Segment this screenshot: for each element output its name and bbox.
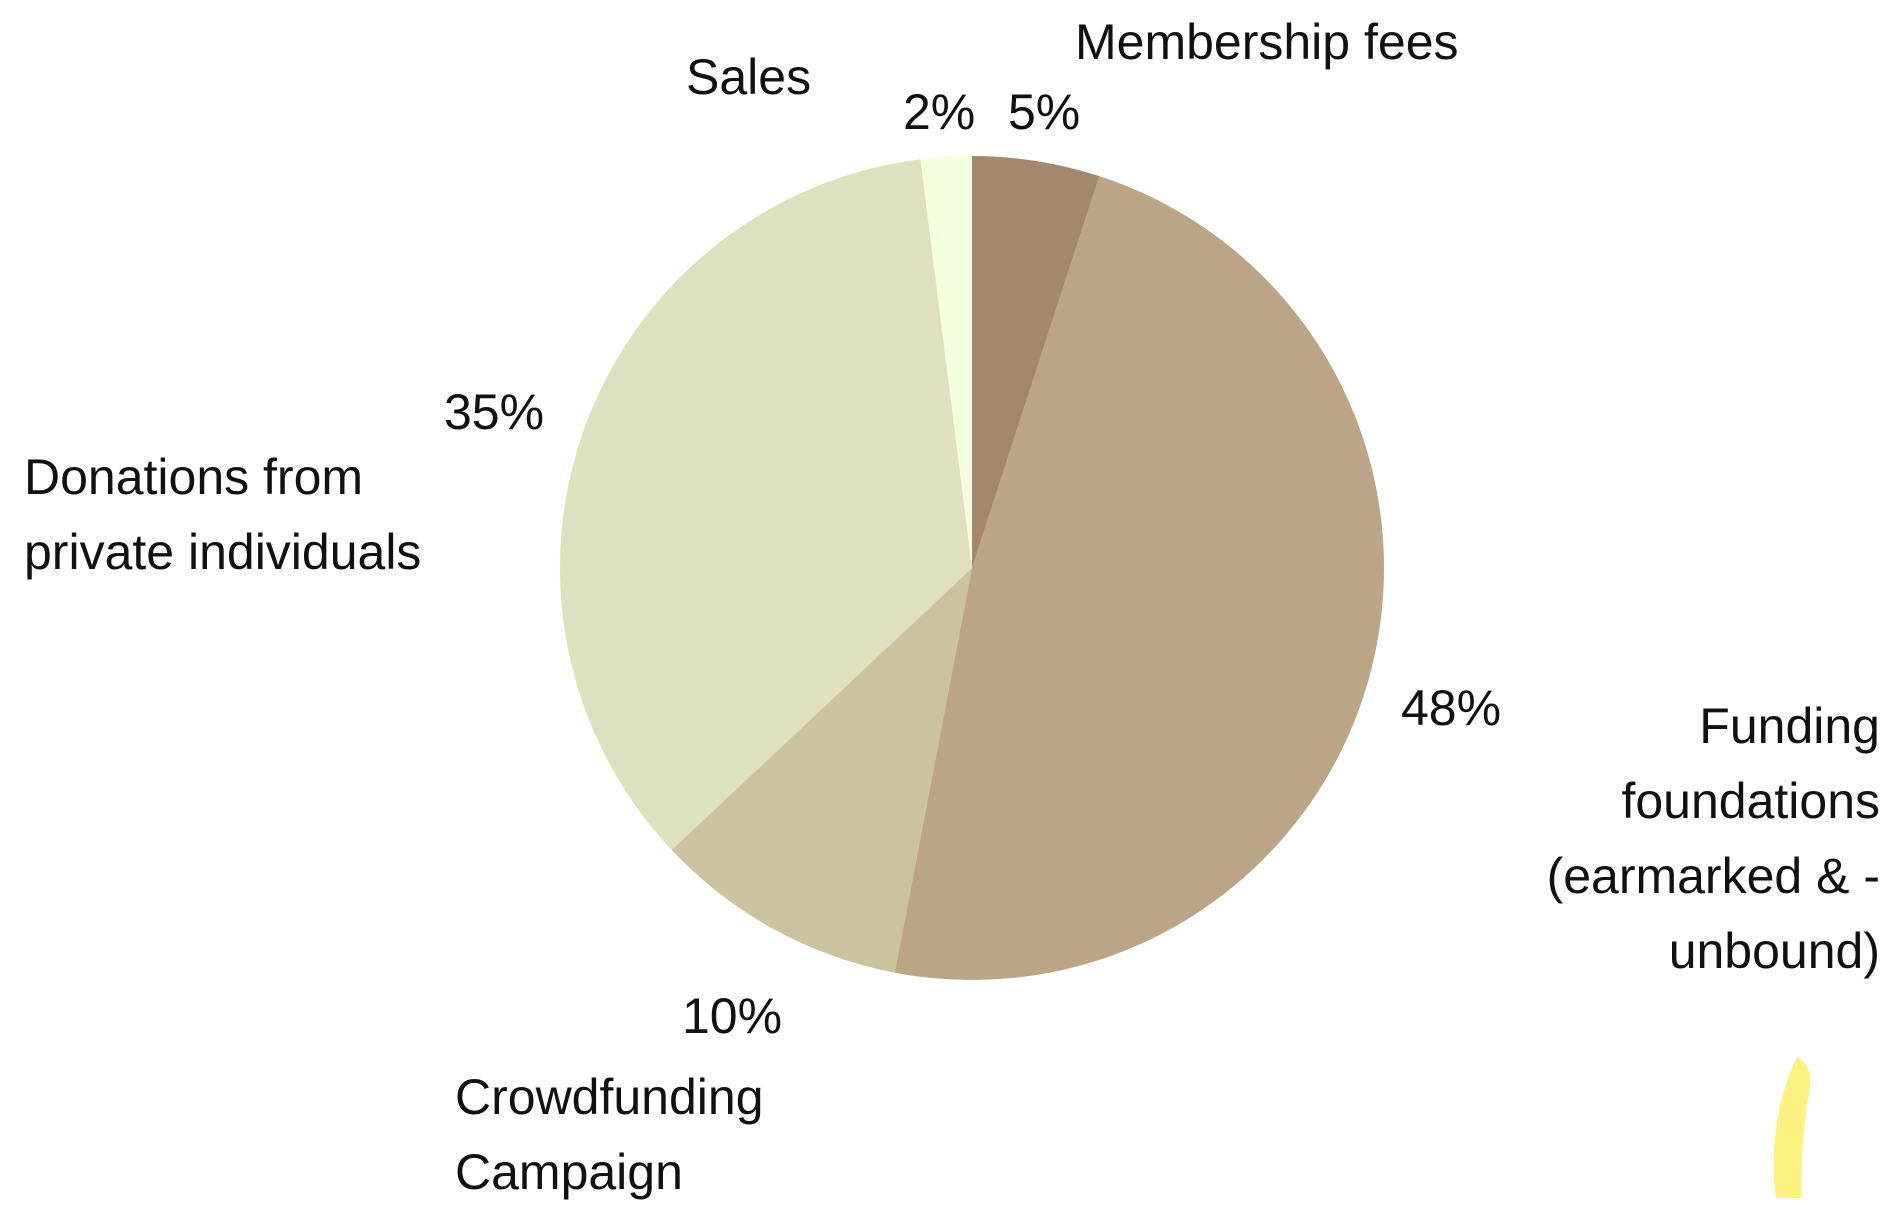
pie-slice bbox=[671, 568, 972, 973]
pie-slice bbox=[920, 156, 972, 568]
category-label: Sales bbox=[686, 49, 812, 105]
value-label: 5% bbox=[1008, 84, 1081, 140]
value-label: 10% bbox=[682, 988, 783, 1044]
pie-slice bbox=[972, 156, 1100, 568]
category-label: Membership fees bbox=[1075, 14, 1459, 70]
category-label: Funding foundations (earmarked & -unboun… bbox=[1546, 698, 1880, 979]
decoration bbox=[1773, 1057, 1811, 1198]
value-label: 48% bbox=[1401, 680, 1502, 736]
pie-slice bbox=[894, 176, 1384, 980]
value-label: 35% bbox=[444, 384, 545, 440]
category-label: Crowdfunding Campaign bbox=[455, 1069, 764, 1200]
value-label: 2% bbox=[903, 84, 976, 140]
category-label: Donations from private individuals bbox=[24, 449, 422, 580]
pie-slice bbox=[560, 159, 972, 851]
